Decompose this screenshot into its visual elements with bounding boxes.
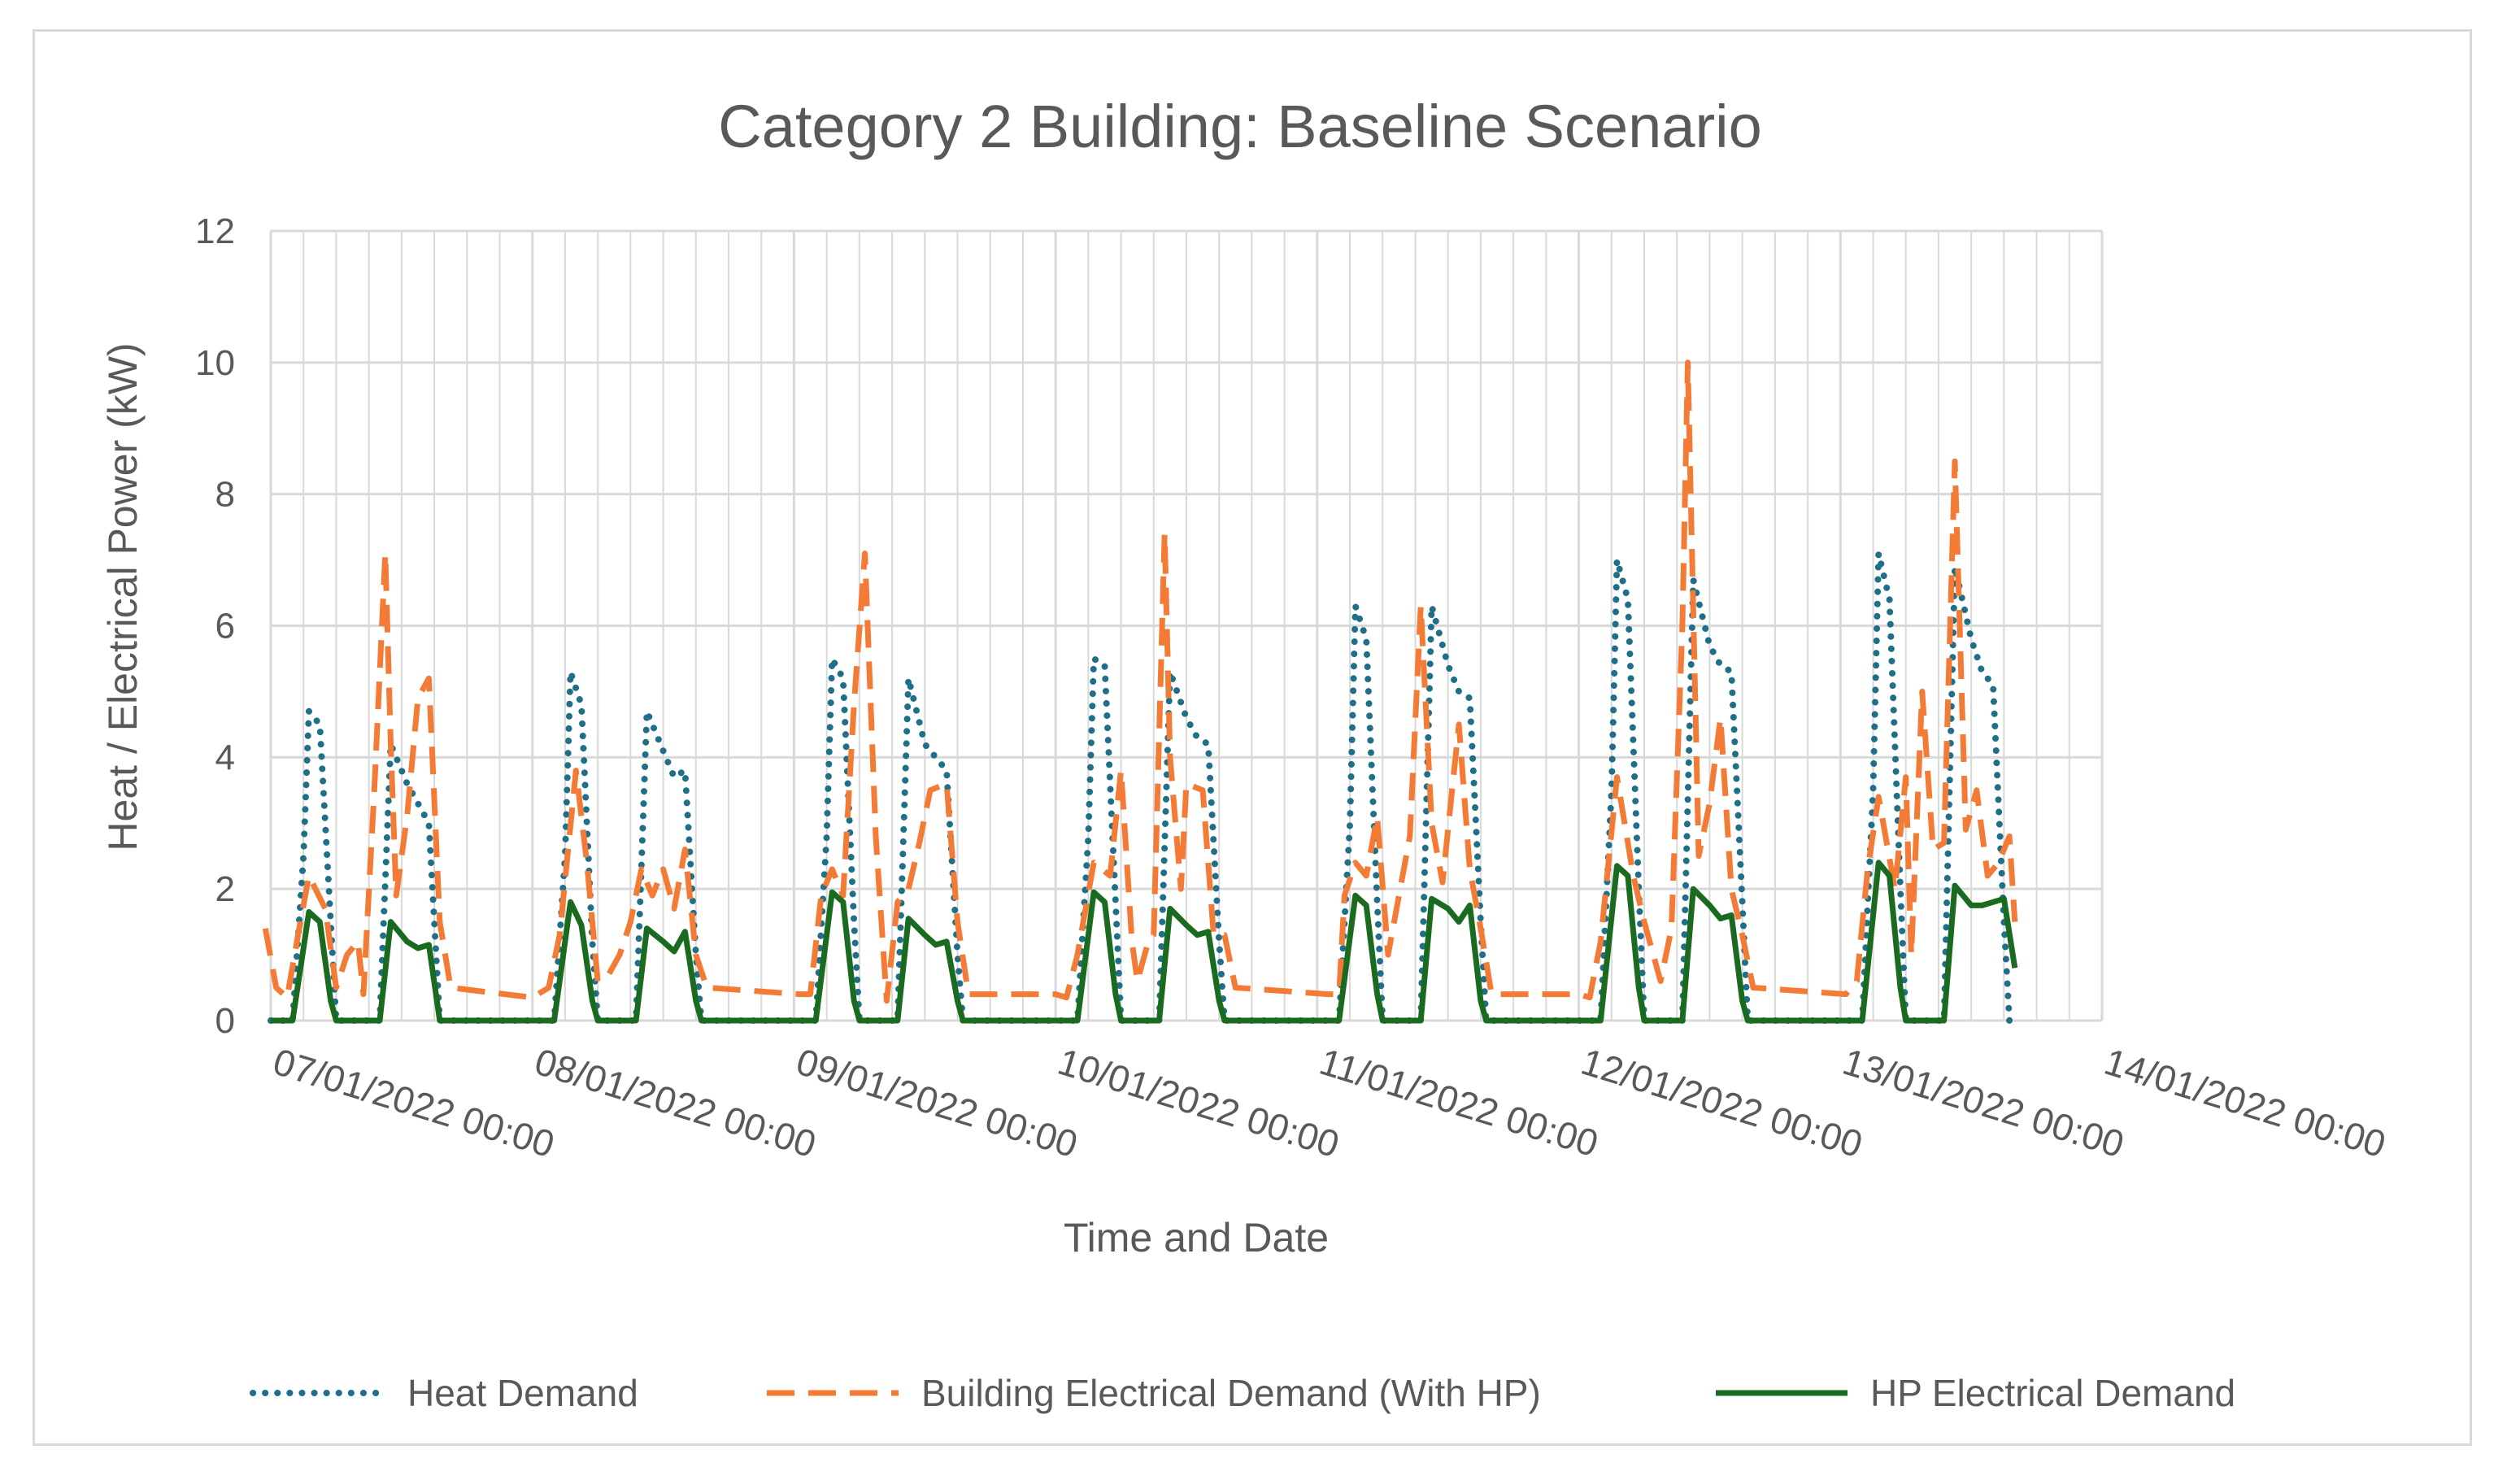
gridlines [269,229,2104,1022]
y-tick-label: 0 [215,1001,235,1041]
y-tick-label: 2 [215,869,235,909]
series-line-0 [268,550,2013,1024]
line-chart: Category 2 Building: Baseline Scenario 0… [100,93,2391,1414]
y-tick-label: 8 [215,475,235,515]
x-tick-label: 09/01/2022 00:00 [792,1040,1083,1165]
legend-label-building-electrical-demand: Building Electrical Demand (With HP) [921,1372,1541,1414]
chart-frame: Category 2 Building: Baseline Scenario 0… [33,29,2472,1446]
y-axis-ticks: 0 2 4 6 8 10 12 [195,211,235,1041]
series-line-1 [262,359,2018,1004]
y-tick-label: 4 [215,738,235,777]
legend-item-hp-electrical-demand[interactable]: HP Electrical Demand [1716,1372,2235,1414]
y-tick-label: 10 [195,343,235,383]
x-tick-label: 10/01/2022 00:00 [1053,1040,1344,1165]
x-axis-label: Time and Date [1064,1215,1329,1260]
legend-label-hp-electrical-demand: HP Electrical Demand [1870,1372,2235,1414]
legend-item-building-electrical-demand[interactable]: Building Electrical Demand (With HP) [767,1372,1541,1414]
legend: Heat Demand Building Electrical Demand (… [250,1372,2235,1414]
x-tick-label: 14/01/2022 00:00 [2100,1040,2391,1165]
series-lines [262,359,2018,1024]
y-axis-label: Heat / Electrical Power (kW) [100,342,146,851]
y-tick-label: 12 [195,211,235,251]
legend-item-heat-demand[interactable]: Heat Demand [250,1372,638,1414]
legend-label-heat-demand: Heat Demand [407,1372,638,1414]
x-tick-label: 11/01/2022 00:00 [1315,1040,1603,1164]
series-line-2 [271,860,2018,1024]
y-tick-label: 6 [215,607,235,646]
chart-title: Category 2 Building: Baseline Scenario [718,93,1761,160]
x-tick-label: 12/01/2022 00:00 [1577,1040,1868,1165]
x-tick-label: 13/01/2022 00:00 [1838,1040,2129,1165]
x-tick-label: 07/01/2022 00:00 [268,1040,559,1165]
x-tick-label: 08/01/2022 00:00 [530,1040,821,1165]
